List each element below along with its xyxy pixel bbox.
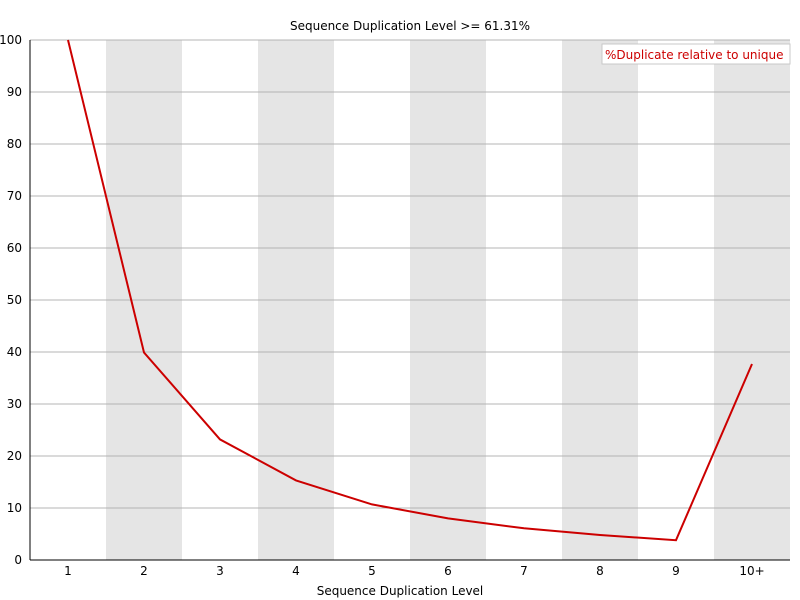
chart-title: Sequence Duplication Level >= 61.31% (290, 19, 530, 33)
y-tick-label: 90 (7, 85, 22, 99)
y-tick-label: 70 (7, 189, 22, 203)
series-lines (67, 39, 753, 542)
x-tick-label: 5 (368, 564, 376, 578)
x-tick-label: 1 (64, 564, 72, 578)
y-tick-label: 60 (7, 241, 22, 255)
legend-box (601, 43, 791, 65)
x-tick-label: 9 (672, 564, 680, 578)
x-tick-label: 3 (216, 564, 224, 578)
horizontal-gridlines (30, 39, 790, 509)
y-tick-label: 100 (0, 33, 22, 47)
y-tick-label: 30 (7, 397, 22, 411)
x-tick-label: 6 (444, 564, 452, 578)
x-tick-label: 2 (140, 564, 148, 578)
x-tick-label: 7 (520, 564, 528, 578)
y-tick-label: 0 (14, 553, 22, 567)
y-tick-label: 20 (7, 449, 22, 463)
x-axis-label: Sequence Duplication Level (317, 584, 484, 598)
legend: %Duplicate relative to unique (601, 43, 791, 65)
y-tick-label: 50 (7, 293, 22, 307)
axes (29, 40, 790, 561)
x-tick-label: 10+ (739, 564, 764, 578)
x-tick-label: 4 (292, 564, 300, 578)
y-tick-label: 40 (7, 345, 22, 359)
x-tick-label: 8 (596, 564, 604, 578)
x-tick-labels: 1 2 3 4 5 6 7 8 9 10+ (64, 564, 764, 578)
legend-entry-label: %Duplicate relative to unique (605, 48, 783, 62)
y-tick-label: 10 (7, 501, 22, 515)
y-tick-label: 80 (7, 137, 22, 151)
y-tick-labels: 0 10 20 30 40 50 60 70 80 90 100 (0, 33, 22, 567)
series-line-0 (67, 39, 753, 542)
